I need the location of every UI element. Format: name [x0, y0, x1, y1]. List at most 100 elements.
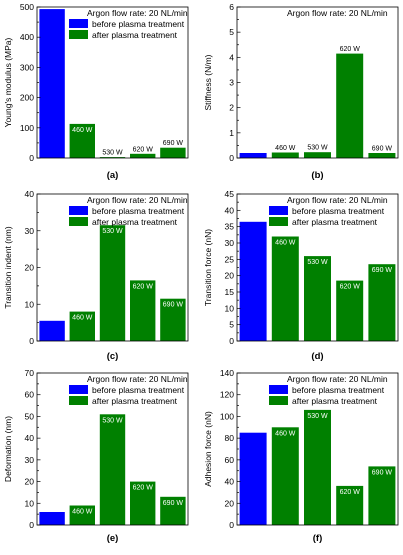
y-tick-label: 15	[225, 287, 235, 297]
bar-data-label: 620 W	[340, 46, 361, 53]
legend-swatch-after	[69, 396, 88, 405]
y-tick-label: 40	[225, 477, 235, 487]
y-tick-label: 35	[225, 222, 235, 232]
bar-530w	[304, 256, 331, 341]
bar-data-label: 460 W	[72, 509, 93, 516]
legend-swatch-after	[69, 30, 88, 39]
bar-690w	[160, 298, 186, 341]
y-tick-label: 0	[29, 153, 34, 163]
bar-690w	[368, 153, 396, 158]
legend-swatch-after	[269, 217, 288, 226]
legend-title: Argon flow rate: 20 NL/min	[87, 8, 188, 18]
y-tick-label: 300	[20, 62, 34, 72]
bar-620w	[130, 153, 156, 158]
chart-panel-d: 460 W 530 W 620 W 690 W 0 5 10 15 20 25 30 35 40 45 Tr…	[203, 189, 399, 362]
legend-swatch-before	[69, 19, 88, 28]
y-tick-label: 100	[220, 411, 234, 421]
bar-data-label: 690 W	[163, 500, 184, 507]
y-tick-label: 200	[20, 93, 34, 103]
y-tick-label: 120	[220, 390, 234, 400]
legend-title: Argon flow rate: 20 NL/min	[87, 374, 188, 384]
legend-title: Argon flow rate: 20 NL/min	[287, 195, 388, 205]
legend-label-after: after plasma treatment	[292, 396, 378, 406]
chart-panel-b: 460 W 530 W 620 W 690 W 0 1 2 3 4 5 6 Stiffness (N/…	[203, 2, 399, 181]
y-tick-label: 80	[225, 433, 235, 443]
y-axis-label: Transition force (nN)	[203, 229, 213, 306]
legend-title: Argon flow rate: 20 NL/min	[87, 195, 188, 205]
bar-data-label: 690 W	[163, 140, 184, 147]
legend-label-after: after plasma treatment	[292, 217, 378, 227]
chart-panel-f: 460 W 530 W 620 W 690 W 0 20 40 60 80 100 120 140 Ad…	[203, 368, 399, 544]
bar-data-label: 620 W	[340, 284, 361, 291]
legend-title: Argon flow rate: 20 NL/min	[287, 374, 388, 384]
legend-label-before: before plasma treatment	[92, 19, 185, 29]
panel-caption: (a)	[107, 170, 119, 181]
bar-data-label: 690 W	[163, 302, 184, 309]
bar-460w	[69, 123, 95, 158]
chart-panel-a: 460 W 530 W 620 W 690 W 0 100 200 300 400 500 Youn…	[3, 2, 189, 181]
y-tick-label: 2	[229, 103, 234, 113]
legend-swatch-after	[69, 217, 88, 226]
y-tick-label: 500	[20, 2, 34, 12]
y-tick-label: 40	[25, 433, 35, 443]
plot-frame	[236, 6, 399, 159]
y-tick-label: 25	[225, 254, 235, 264]
bar-data-label: 620 W	[340, 489, 361, 496]
bar-530w	[304, 152, 331, 158]
y-tick-label: 30	[25, 226, 35, 236]
y-tick-label: 5	[229, 320, 234, 330]
legend-label-before: before plasma treatment	[92, 385, 185, 395]
bar-before-treatment	[239, 432, 267, 525]
y-tick-label: 10	[225, 303, 235, 313]
y-axis-label: Deformation (nm)	[3, 416, 13, 482]
legend-swatch-before	[69, 206, 88, 215]
panel-caption: (c)	[107, 351, 119, 362]
y-tick-label: 4	[229, 52, 234, 62]
y-tick-label: 20	[25, 263, 35, 273]
bar-460w	[69, 311, 95, 341]
y-axis-label: Adhesion force (nN)	[203, 411, 213, 487]
bar-530w	[304, 409, 331, 525]
bar-460w	[69, 505, 95, 525]
legend-swatch-after	[269, 396, 288, 405]
y-tick-label: 5	[229, 27, 234, 37]
bar-data-label: 690 W	[372, 146, 393, 153]
bar-data-label: 530 W	[102, 150, 123, 157]
bar-620w	[130, 481, 156, 525]
bar-data-label: 460 W	[72, 127, 93, 134]
legend-label-before: before plasma treatment	[92, 206, 185, 216]
y-tick-label: 6	[229, 2, 234, 12]
bar-data-label: 460 W	[72, 315, 93, 322]
y-tick-label: 40	[225, 205, 235, 215]
y-tick-label: 70	[25, 368, 35, 378]
bar-460w	[271, 152, 299, 158]
bar-690w	[368, 466, 396, 525]
bar-data-label: 620 W	[133, 146, 154, 153]
y-tick-label: 140	[220, 368, 234, 378]
panel-caption: (f)	[313, 533, 323, 544]
bar-data-label: 460 W	[275, 240, 296, 247]
y-tick-label: 45	[225, 189, 235, 199]
y-tick-label: 0	[229, 520, 234, 530]
legend-label-before: before plasma treatment	[292, 206, 385, 216]
y-tick-label: 100	[20, 123, 34, 133]
bar-460w	[271, 427, 299, 525]
chart-panel-e: 460 W 530 W 620 W 690 W 0 10 20 30 40 50 60 70 Defor…	[3, 368, 189, 544]
panel-caption: (d)	[311, 351, 323, 362]
bar-460w	[271, 236, 299, 341]
bar-620w	[130, 280, 156, 341]
y-tick-label: 60	[25, 390, 35, 400]
y-tick-label: 60	[225, 455, 235, 465]
legend-label-before: before plasma treatment	[292, 385, 385, 395]
bar-530w	[99, 157, 126, 158]
bar-data-label: 460 W	[275, 430, 296, 437]
y-tick-label: 0	[229, 336, 234, 346]
y-tick-label: 40	[25, 189, 35, 199]
panel-caption: (b)	[311, 170, 323, 181]
chart-panel-c: 460 W 530 W 620 W 690 W 0 10 20 30 40 Transition …	[3, 189, 189, 362]
y-tick-label: 0	[229, 153, 234, 163]
bar-620w	[336, 53, 364, 158]
legend-label-after: after plasma treatment	[92, 30, 178, 40]
